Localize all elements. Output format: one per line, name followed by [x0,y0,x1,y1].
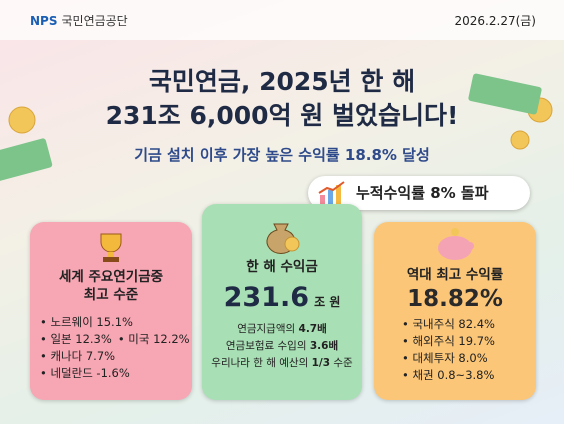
header-bar [0,0,564,40]
list-item: 캐나다 7.7% [40,348,192,365]
coin [8,106,36,134]
emphasis: 4.7배 [298,323,327,335]
list: 국내주식 82.4% 해외주식 19.7% 대체투자 8.0% 채권 0.8~3.8% [402,316,536,384]
money-bag-icon [266,223,300,254]
emphasis: 3.6배 [309,340,339,352]
list-text: 노르웨이 15.1% [40,315,133,329]
list-item: 일본 12.3% 미국 12.2% [40,331,192,348]
list-item: 대체투자 8.0% [402,350,536,367]
list-text: 네덜란드 -1.6% [40,366,130,380]
list-item: 채권 0.8~3.8% [402,367,536,384]
list-text: 미국 12.2% [118,332,190,346]
card-value: 231.6 [223,282,310,313]
title-line: 국민연금, 2025년 한 해 [148,67,416,96]
list-item: 해외주식 19.7% [402,333,536,350]
list-text: 대체투자 8.0% [402,351,488,365]
coin [510,130,530,150]
line-text: 연금보험료 수입의 [225,340,310,352]
chart-icon [318,181,345,204]
list: 노르웨이 15.1% 일본 12.3% 미국 12.2%캐나다 7.7% 네덜란드 -… [40,314,192,382]
list-text: 채권 0.8~3.8% [402,368,494,382]
line-text: 연금지급액의 [237,323,299,335]
card-value: 18.82% [407,286,503,312]
banknote [468,73,542,115]
text-line: 우리나라 한 해 예산의 1/3 수준 [202,355,362,372]
text-line: 연금보험료 수입의 3.6배 [202,338,362,355]
trophy-icon [100,233,122,262]
line-text: 수준 [330,357,353,369]
card-title-line: 세계 주요연기금중 [58,269,164,285]
banknote [0,138,53,182]
lines: 연금지급액의 4.7배 연금보험료 수입의 3.6배 우리나라 한 해 예산의 1/… [202,321,362,372]
card-title: 한 해 수익금 [246,259,318,275]
logo-mark: NPS [30,14,58,28]
list-item: 국내주식 82.4% [402,316,536,333]
line-text: 우리나라 한 해 예산의 [211,357,312,369]
title-line: 231조 6,000억 원 벌었습니다! [105,101,459,130]
list-text: 일본 12.3% [40,332,112,346]
value-row: 231.6 조 원 [202,282,362,313]
list-text: 캐나다 7.7% [40,349,115,363]
list-item: 노르웨이 15.1% [40,314,192,331]
card: 한 해 수익금 231.6 조 원 연금지급액의 4.7배 연금보험료 수입의 3… [202,204,362,400]
decor [0,73,553,182]
text-line: 연금지급액의 4.7배 [202,321,362,338]
card-title: 역대 최고 수익률 [406,267,504,283]
piggy-icon [438,228,474,260]
subtitle: 기금 설치 이후 가장 높은 수익률 18.8% 달성 [134,146,430,164]
emphasis: 1/3 [311,357,331,369]
date: 2026.2.27(금) [454,14,536,28]
logo: NPS 국민연금공단 [30,12,128,29]
list-item: 네덜란드 -1.6% [40,365,192,382]
card-title-line: 최고 수준 [83,287,139,303]
card: 역대 최고 수익률 18.82% 국내주식 82.4% 해외주식 19.7% 대체투… [374,222,536,400]
badge-text: 누적수익률 8% 돌파 [356,184,489,202]
list-text: 국내주식 82.4% [402,317,495,331]
card-unit: 조 원 [314,295,341,309]
list-text: 해외주식 19.7% [402,334,495,348]
logo-text: 국민연금공단 [61,14,128,28]
